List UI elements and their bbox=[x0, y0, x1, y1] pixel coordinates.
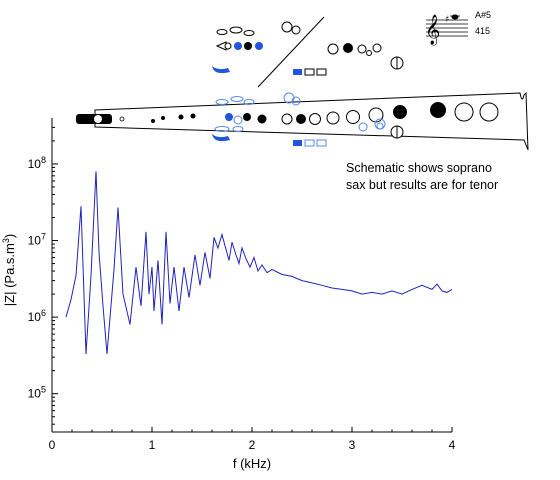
tone-holes bbox=[119, 102, 499, 125]
plot-area: 0 1 2 3 4 105 106 107 108 bbox=[28, 118, 456, 452]
tone-hole bbox=[326, 111, 340, 125]
key-outline bbox=[291, 25, 301, 35]
key-outline bbox=[291, 96, 301, 106]
key-outline bbox=[230, 96, 244, 102]
x-tick-label: 1 bbox=[149, 438, 156, 452]
key-outline bbox=[243, 99, 255, 105]
x-ticks: 0 1 2 3 4 bbox=[49, 427, 456, 452]
key-outline bbox=[232, 126, 244, 132]
blue-square-key bbox=[293, 140, 302, 146]
key-closed bbox=[343, 43, 353, 53]
note-frequency: 415 bbox=[475, 26, 491, 36]
key-outline bbox=[281, 21, 293, 33]
key-open bbox=[224, 42, 232, 50]
y-axis-label: |Z| (Pa.s.m3) bbox=[1, 234, 17, 306]
x-axis-label: f (kHz) bbox=[233, 456, 271, 471]
y-tick-label: 107 bbox=[28, 232, 46, 248]
y-axis-label-sup: 3 bbox=[1, 238, 11, 243]
key-closed bbox=[244, 42, 252, 50]
tone-hole bbox=[296, 114, 306, 124]
x-tick-label: 0 bbox=[49, 438, 56, 452]
blue-square-key bbox=[293, 69, 302, 75]
tone-hole bbox=[281, 113, 293, 125]
key-outline bbox=[216, 29, 228, 35]
tone-hole bbox=[430, 102, 446, 118]
x-tick-label: 4 bbox=[449, 438, 456, 452]
tone-hole bbox=[454, 102, 474, 122]
tone-hole bbox=[178, 114, 184, 120]
key-outline bbox=[215, 99, 229, 105]
tone-hole bbox=[190, 113, 196, 119]
tone-hole bbox=[393, 105, 407, 119]
tone-hole bbox=[309, 113, 321, 125]
key-outline bbox=[214, 126, 230, 132]
y-ticks: 105 106 107 108 bbox=[28, 126, 58, 425]
key-pressed-blue bbox=[255, 42, 263, 50]
schematic-annotation: Schematic shows soprano sax but results … bbox=[346, 160, 546, 194]
annotation-line-2: sax but results are for tenor bbox=[346, 178, 499, 192]
tone-hole bbox=[161, 116, 165, 120]
tone-hole bbox=[151, 119, 155, 123]
y-axis-label-close: ) bbox=[2, 234, 17, 238]
key-outline bbox=[283, 92, 295, 104]
tone-hole bbox=[243, 113, 251, 121]
impedance-series-line bbox=[65, 171, 453, 355]
key-pressed-blue bbox=[234, 42, 242, 50]
annotation-line-1: Schematic shows soprano bbox=[346, 161, 492, 175]
fingering-diagram bbox=[212, 16, 404, 88]
square-key-outline bbox=[316, 68, 327, 76]
key-outline bbox=[243, 30, 255, 36]
note-staff: 𝄞 ♯ bbox=[425, 14, 468, 46]
square-key-outline bbox=[304, 68, 315, 76]
key-outline bbox=[229, 26, 243, 34]
key-outline bbox=[376, 122, 384, 130]
divider-line bbox=[257, 16, 325, 88]
tone-hole bbox=[346, 110, 360, 124]
tone-hole bbox=[368, 107, 384, 123]
note-name: A#5 bbox=[475, 10, 492, 20]
treble-clef-icon: 𝄞 bbox=[425, 14, 440, 46]
y-tick-label: 105 bbox=[28, 385, 46, 401]
key-open bbox=[357, 44, 367, 54]
mouthpiece-ligature bbox=[94, 115, 102, 123]
blue-palm-key bbox=[212, 134, 230, 142]
tone-hole bbox=[119, 116, 125, 122]
x-tick-label: 3 bbox=[349, 438, 356, 452]
blue-palm-key bbox=[212, 66, 230, 74]
key-outline bbox=[233, 115, 243, 125]
sharp-icon: ♯ bbox=[445, 15, 449, 25]
key-open bbox=[366, 50, 372, 56]
y-axis-label-main: |Z| (Pa.s.m bbox=[2, 243, 17, 306]
key-outline bbox=[358, 122, 368, 132]
note-head-icon bbox=[451, 14, 459, 20]
saxophone-schematic bbox=[76, 91, 529, 151]
tone-hole bbox=[257, 114, 267, 124]
tone-hole-blue bbox=[225, 113, 233, 121]
tone-hole bbox=[479, 102, 499, 122]
y-tick-label: 106 bbox=[28, 308, 46, 324]
key-open bbox=[327, 43, 339, 55]
blue-outline-keys bbox=[214, 92, 386, 132]
key-open bbox=[372, 43, 382, 53]
y-tick-label: 108 bbox=[28, 155, 46, 171]
x-tick-label: 2 bbox=[249, 438, 256, 452]
square-key-outline bbox=[316, 139, 327, 147]
square-key-outline bbox=[304, 139, 315, 147]
